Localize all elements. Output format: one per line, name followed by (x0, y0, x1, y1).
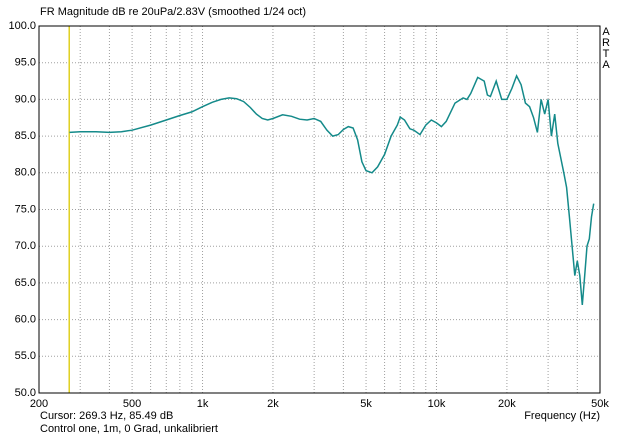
x-tick-label: 200 (30, 398, 48, 410)
chart-title: FR Magnitude dB re 20uPa/2.83V (smoothed… (40, 6, 306, 18)
plot-border (38, 25, 601, 394)
info-text: Control one, 1m, 0 Grad, unkalibriert (40, 423, 218, 435)
y-tick-label: 65.0 (15, 277, 36, 289)
cursor-text: Cursor: 269.3 Hz, 85.49 dB (40, 410, 173, 422)
y-tick-label: 100.0 (8, 20, 36, 32)
y-tick-label: 85.0 (15, 130, 36, 142)
x-tick-label: 5k (360, 398, 372, 410)
response-curve (69, 74, 595, 305)
x-tick-label: 1k (197, 398, 209, 410)
x-tick-label: 10k (428, 398, 446, 410)
y-tick-label: 55.0 (15, 350, 36, 362)
side-label: ARTA (600, 26, 612, 70)
y-tick-label: 60.0 (15, 314, 36, 326)
x-tick-label: 500 (123, 398, 141, 410)
y-tick-label: 75.0 (15, 203, 36, 215)
y-tick-label: 70.0 (15, 240, 36, 252)
y-tick-label: 95.0 (15, 57, 36, 69)
x-tick-label: 2k (267, 398, 279, 410)
y-tick-label: 80.0 (15, 167, 36, 179)
y-tick-label: 90.0 (15, 93, 36, 105)
x-tick-label: 50k (591, 398, 609, 410)
y-tick-label: 50.0 (15, 387, 36, 399)
x-tick-label: 20k (498, 398, 516, 410)
x-axis-label: Frequency (Hz) (524, 410, 600, 422)
